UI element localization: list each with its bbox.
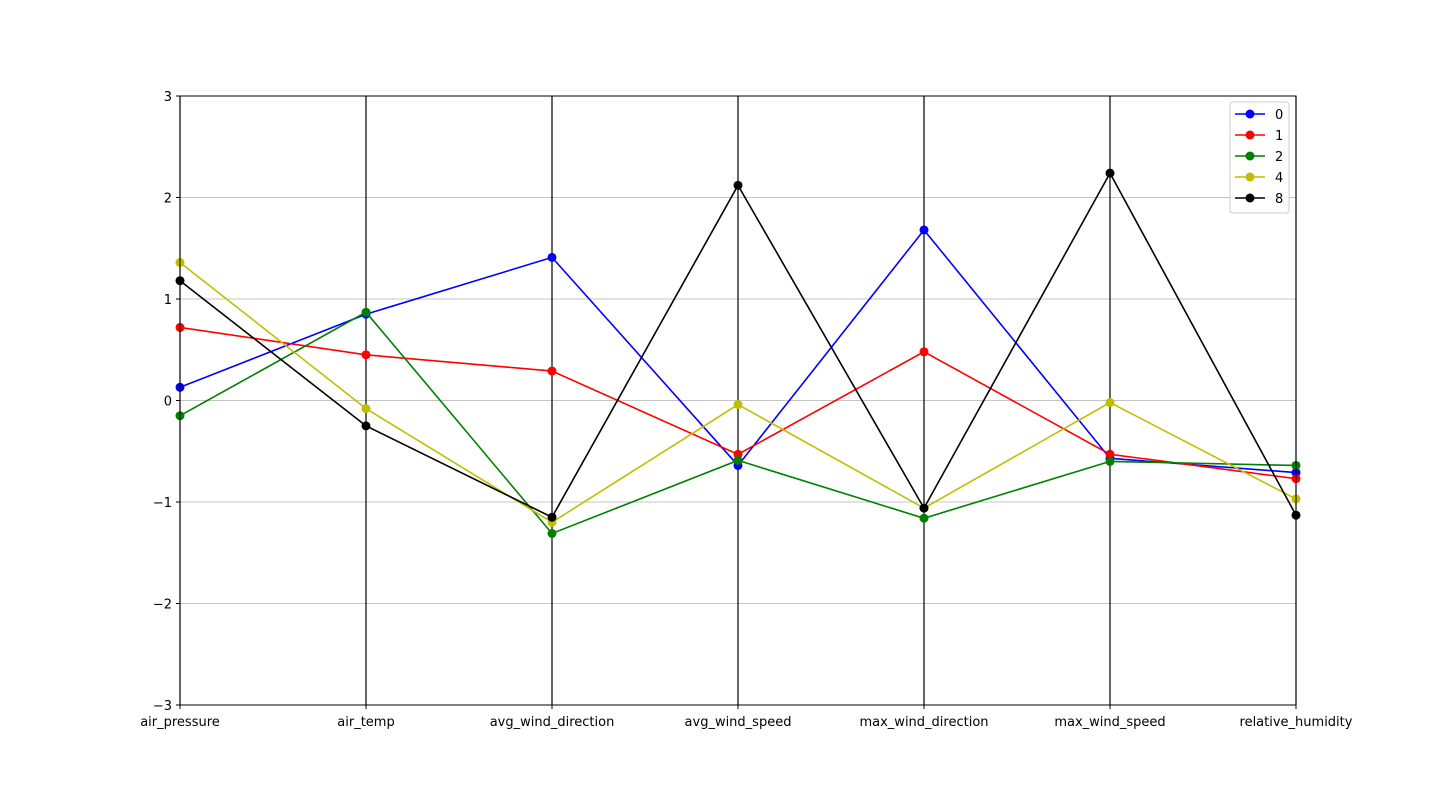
y-tick-label: 3 bbox=[164, 90, 172, 105]
legend-label: 4 bbox=[1275, 171, 1283, 186]
legend-label: 2 bbox=[1275, 150, 1283, 165]
y-tick-label: 0 bbox=[164, 395, 172, 410]
legend-item-1: 1 bbox=[1235, 129, 1283, 144]
data-point bbox=[1105, 168, 1115, 178]
x-tick-label: avg_wind_direction bbox=[490, 715, 615, 730]
data-point bbox=[361, 404, 371, 414]
legend-box bbox=[1229, 101, 1290, 214]
y-axis-ticks: −3 −2 −1 0 1 2 3 bbox=[153, 90, 180, 714]
data-point bbox=[919, 225, 929, 235]
data-point bbox=[733, 455, 743, 465]
legend-swatch-marker bbox=[1245, 172, 1255, 182]
y-tick-label: −1 bbox=[153, 496, 172, 511]
x-tick-label: relative_humidity bbox=[1240, 715, 1353, 730]
y-tick-label: −2 bbox=[153, 598, 172, 613]
data-point bbox=[1105, 449, 1115, 459]
data-point bbox=[1105, 398, 1115, 408]
x-tick-label: air_pressure bbox=[140, 715, 220, 730]
data-point bbox=[919, 513, 929, 523]
data-point bbox=[361, 307, 371, 317]
x-tick-label: avg_wind_speed bbox=[685, 715, 792, 730]
x-axis-ticks: air_pressure air_temp avg_wind_direction av… bbox=[140, 705, 1353, 730]
y-tick-label: 1 bbox=[164, 293, 172, 308]
legend-swatch-marker bbox=[1245, 151, 1255, 161]
x-tick-label: max_wind_speed bbox=[1054, 715, 1165, 730]
x-tick-label: air_temp bbox=[337, 715, 394, 730]
series-lines bbox=[175, 168, 1301, 538]
data-point bbox=[361, 421, 371, 431]
data-point bbox=[1105, 456, 1115, 466]
legend-item-8: 8 bbox=[1235, 192, 1283, 207]
legend-label: 1 bbox=[1275, 129, 1283, 144]
legend-item-2: 2 bbox=[1235, 150, 1283, 165]
legend-label: 8 bbox=[1275, 192, 1283, 207]
data-point bbox=[733, 180, 743, 190]
data-point bbox=[919, 347, 929, 357]
y-tick-label: −3 bbox=[153, 699, 172, 714]
data-point bbox=[547, 252, 557, 262]
legend-swatch-marker bbox=[1245, 130, 1255, 140]
legend-swatch-marker bbox=[1245, 109, 1255, 119]
data-point bbox=[733, 400, 743, 410]
y-tick-label: 2 bbox=[164, 192, 172, 207]
data-point bbox=[547, 512, 557, 522]
data-point bbox=[361, 350, 371, 360]
legend-item-4: 4 bbox=[1235, 171, 1283, 186]
legend: 0 1 2 4 8 bbox=[1229, 101, 1290, 214]
legend-item-0: 0 bbox=[1235, 108, 1283, 123]
legend-label: 0 bbox=[1275, 108, 1283, 123]
series-8 bbox=[175, 168, 1301, 522]
data-point bbox=[547, 528, 557, 538]
legend-swatch-marker bbox=[1245, 193, 1255, 203]
x-tick-label: max_wind_direction bbox=[859, 715, 988, 730]
data-point bbox=[547, 366, 557, 376]
data-point bbox=[919, 503, 929, 513]
